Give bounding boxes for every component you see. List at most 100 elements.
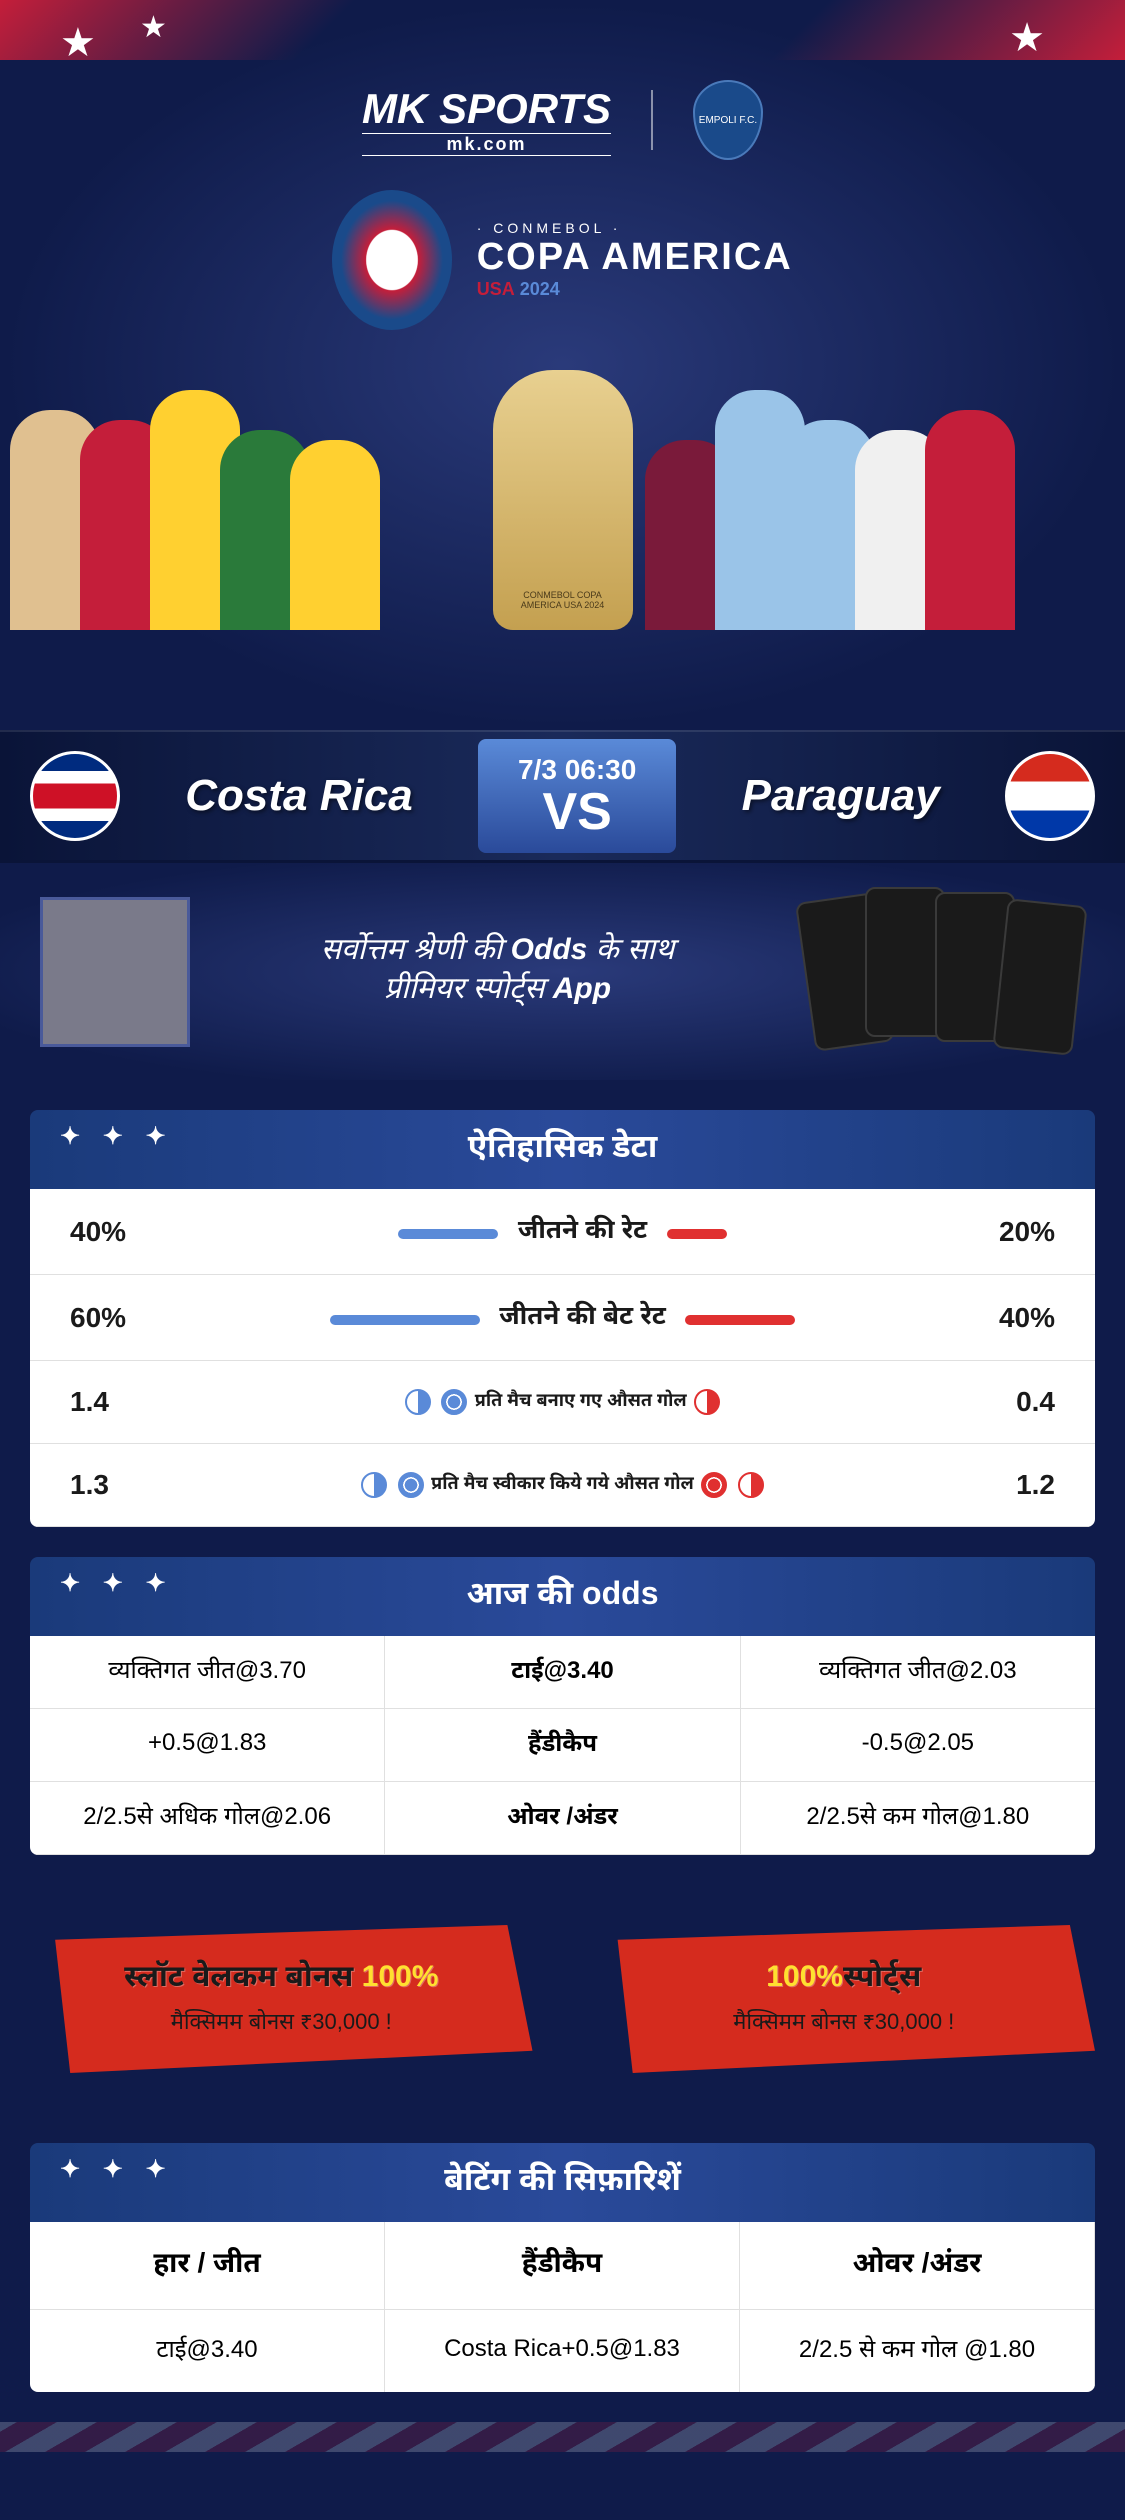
event-location-year: USA 2024 (477, 279, 793, 300)
stat-center: प्रति मैच स्वीकार किये गये औसत गोल (190, 1472, 935, 1498)
recommendations-section: बेटिंग की सिफ़ारिशें हार / जीत हैंडीकैप … (30, 2143, 1095, 2392)
bonus-title: 100%स्पोर्ट्स (623, 1960, 1066, 1999)
rec-value[interactable]: टाई@3.40 (30, 2310, 385, 2392)
ball-icon (441, 1389, 467, 1415)
stat-label: जीतने की बेट रेट (499, 1300, 666, 1330)
odds-row: 2/2.5से अधिक गोल@2.06 ओवर /अंडर 2/2.5से … (30, 1782, 1095, 1855)
brand-logo-main: MK SPORTS (362, 85, 611, 132)
bonus-card-sports[interactable]: 100%स्पोर्ट्स मैक्सिमम बोनस ₹30,000 ! (593, 1925, 1096, 2073)
match-datetime: 7/3 06:30 (518, 754, 636, 786)
bonus-pct: 100% (362, 1960, 439, 1993)
brand-logo-sub: mk.com (362, 133, 611, 156)
brand-logo[interactable]: MK SPORTS mk.com (362, 85, 611, 156)
star-decoration: ★ (60, 20, 96, 66)
flag-paraguay (1005, 751, 1095, 841)
team-b-name: Paraguay (742, 771, 940, 821)
stat-val-left: 1.4 (70, 1386, 190, 1418)
stat-val-right: 0.4 (935, 1386, 1055, 1418)
promo-image-placeholder (40, 897, 190, 1047)
partner-name: EMPOLI F.C. (699, 115, 757, 126)
hero-red-accent (0, 0, 1125, 60)
ball-icon (701, 1472, 727, 1498)
bonus-sub: मैक्सिमम बोनस ₹30,000 ! (623, 2009, 1066, 2038)
odds-cell[interactable]: टाई@3.40 (385, 1636, 740, 1708)
stat-label: प्रति मैच स्वीकार किये गये औसत गोल (431, 1473, 694, 1493)
players-left (20, 390, 470, 630)
odds-header: आज की odds (30, 1557, 1095, 1636)
recommendations-header: बेटिंग की सिफ़ारिशें (30, 2143, 1095, 2222)
promo-app-word: App (553, 972, 611, 1005)
odds-cell[interactable]: -0.5@2.05 (741, 1709, 1095, 1781)
promo-line1: सर्वोत्तम श्रेणी की (321, 933, 503, 966)
stat-val-right: 1.2 (935, 1469, 1055, 1501)
stat-center: जीतने की बेट रेट (190, 1300, 935, 1335)
rec-value[interactable]: 2/2.5 से कम गोल @1.80 (740, 2310, 1095, 2392)
stat-center: जीतने की रेट (190, 1214, 935, 1249)
stat-val-left: 1.3 (70, 1469, 190, 1501)
event-title: COPA AMERICA (477, 236, 793, 279)
odds-cell: ओवर /अंडर (385, 1782, 740, 1854)
players-trophy-row (0, 350, 1125, 630)
trophy-icon (493, 370, 633, 630)
promo-bar: सर्वोत्तम श्रेणी की Odds के साथ प्रीमियर… (0, 860, 1125, 1080)
player-silhouette (925, 410, 1015, 630)
promo-text: सर्वोत्तम श्रेणी की Odds के साथ प्रीमियर… (190, 933, 805, 1011)
ball-icon (405, 1389, 431, 1415)
stat-row-avg-goals-conceded: 1.3 प्रति मैच स्वीकार किये गये औसत गोल 1… (30, 1444, 1095, 1527)
bonus-sub: मैक्सिमम बोनस ₹30,000 ! (60, 2009, 503, 2038)
odds-cell[interactable]: व्यक्तिगत जीत@2.03 (741, 1636, 1095, 1708)
promo-line2: प्रीमियर स्पोर्ट्स (384, 972, 544, 1005)
promo-odds-word: Odds (511, 933, 588, 966)
bonus-row: स्लॉट वेलकम बोनस 100% मैक्सिमम बोनस ₹30,… (0, 1885, 1125, 2113)
odds-grid: व्यक्तिगत जीत@3.70 टाई@3.40 व्यक्तिगत जी… (30, 1636, 1095, 1855)
ball-icon (361, 1472, 387, 1498)
stat-val-right: 20% (935, 1216, 1055, 1248)
rec-header: हार / जीत (30, 2222, 385, 2310)
odds-cell[interactable]: व्यक्तिगत जीत@3.70 (30, 1636, 385, 1708)
odds-section: आज की odds व्यक्तिगत जीत@3.70 टाई@3.40 व… (30, 1557, 1095, 1855)
match-bar: Costa Rica 7/3 06:30 VS Paraguay (0, 730, 1125, 860)
promo-line1-end: के साथ (596, 933, 675, 966)
odds-cell: हैंडीकैप (385, 1709, 740, 1781)
historical-section: ऐतिहासिक डेटा 40% जीतने की रेट 20% 60% ज… (30, 1110, 1095, 1527)
odds-row: व्यक्तिगत जीत@3.70 टाई@3.40 व्यक्तिगत जी… (30, 1636, 1095, 1709)
bar-red (667, 1229, 727, 1239)
bar-red (685, 1315, 795, 1325)
event-location: USA (477, 279, 515, 299)
odds-cell[interactable]: +0.5@1.83 (30, 1709, 385, 1781)
phone-icon (865, 887, 945, 1037)
bar-blue (398, 1229, 498, 1239)
bottom-stripe-decoration (0, 2422, 1125, 2452)
event-year: 2024 (520, 279, 560, 299)
star-decoration: ★ (1009, 15, 1045, 61)
phone-mockups (805, 887, 1085, 1057)
stat-center: प्रति मैच बनाए गए औसत गोल (190, 1389, 935, 1415)
historical-header: ऐतिहासिक डेटा (30, 1110, 1095, 1189)
partner-badge[interactable]: EMPOLI F.C. (693, 80, 763, 160)
stat-val-left: 40% (70, 1216, 190, 1248)
rec-value[interactable]: Costa Rica+0.5@1.83 (385, 2310, 740, 2392)
ball-icon (738, 1472, 764, 1498)
stat-row-bet-win-rate: 60% जीतने की बेट रेट 40% (30, 1275, 1095, 1361)
bonus-card-slots[interactable]: स्लॉट वेलकम बोनस 100% मैक्सिमम बोनस ₹30,… (30, 1925, 533, 2073)
recommendations-grid: हार / जीत हैंडीकैप ओवर /अंडर टाई@3.40 Co… (30, 2222, 1095, 2392)
bar-blue (330, 1315, 480, 1325)
odds-row: +0.5@1.83 हैंडीकैप -0.5@2.05 (30, 1709, 1095, 1782)
team-a-name: Costa Rica (185, 774, 412, 818)
event-title-section: · CONMEBOL · COPA AMERICA USA 2024 (0, 190, 1125, 330)
rec-header: हैंडीकैप (385, 2222, 740, 2310)
bonus-title-pre: स्लॉट वेलकम बोनस (124, 1960, 362, 1993)
bonus-title-post: स्पोर्ट्स (843, 1960, 921, 1993)
stat-label: प्रति मैच बनाए गए औसत गोल (475, 1390, 687, 1410)
stat-val-right: 40% (935, 1302, 1055, 1334)
flag-costa-rica (30, 751, 120, 841)
odds-cell[interactable]: 2/2.5से अधिक गोल@2.06 (30, 1782, 385, 1854)
phone-icon (992, 898, 1087, 1056)
hero-section: ★ ★ ★ MK SPORTS mk.com EMPOLI F.C. · CON… (0, 0, 1125, 730)
vs-text: VS (518, 786, 636, 838)
bonus-pct: 100% (766, 1960, 843, 1993)
odds-cell[interactable]: 2/2.5से कम गोल@1.80 (741, 1782, 1095, 1854)
ball-icon (694, 1389, 720, 1415)
players-right (655, 390, 1105, 630)
stat-row-win-rate: 40% जीतने की रेट 20% (30, 1189, 1095, 1275)
